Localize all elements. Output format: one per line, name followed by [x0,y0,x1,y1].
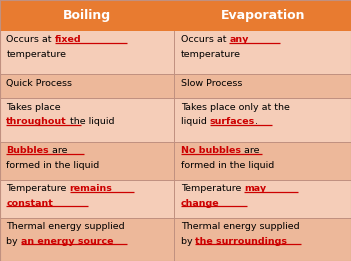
Text: Temperature: Temperature [6,184,70,193]
Text: formed in the liquid: formed in the liquid [6,161,100,170]
Text: by: by [181,237,196,246]
Text: any: any [229,35,249,44]
Bar [0,218,174,261]
Bar [174,0,351,31]
Text: change: change [181,199,219,208]
Bar [0,180,174,218]
Text: surfaces: surfaces [210,117,255,126]
Text: Slow Process: Slow Process [181,79,242,88]
Bar [0,31,174,74]
Text: No bubbles: No bubbles [181,146,241,155]
Text: temperature: temperature [6,50,66,59]
Text: fixed: fixed [55,35,81,44]
Bar [174,180,351,218]
Bar [0,98,174,141]
Bar [174,141,351,180]
Bar [0,141,174,180]
Text: Bubbles: Bubbles [6,146,49,155]
Bar [174,31,351,74]
Text: the liquid: the liquid [67,117,114,126]
Text: throughout: throughout [6,117,67,126]
Bar [174,218,351,261]
Text: .: . [255,117,258,126]
Bar [0,74,174,98]
Text: Occurs at: Occurs at [181,35,229,44]
Text: Evaporation: Evaporation [220,9,305,22]
Text: Quick Process: Quick Process [6,79,72,88]
Text: liquid: liquid [181,117,210,126]
Text: may: may [244,184,266,193]
Text: Takes place only at the: Takes place only at the [181,103,290,112]
Text: by: by [6,237,21,246]
Text: Temperature: Temperature [181,184,244,193]
Bar [174,74,351,98]
Bar [0,0,174,31]
Text: Occurs at: Occurs at [6,35,55,44]
Text: the surroundings: the surroundings [196,237,287,246]
Text: temperature: temperature [181,50,241,59]
Text: an energy source: an energy source [21,237,113,246]
Text: formed in the liquid: formed in the liquid [181,161,274,170]
Text: Thermal energy supplied: Thermal energy supplied [181,222,299,231]
Text: are: are [241,146,259,155]
Text: Takes place: Takes place [6,103,61,112]
Text: Thermal energy supplied: Thermal energy supplied [6,222,125,231]
Text: are: are [49,146,67,155]
Text: constant: constant [6,199,53,208]
Text: Boiling: Boiling [63,9,111,22]
Text: remains: remains [70,184,113,193]
Bar [174,98,351,141]
